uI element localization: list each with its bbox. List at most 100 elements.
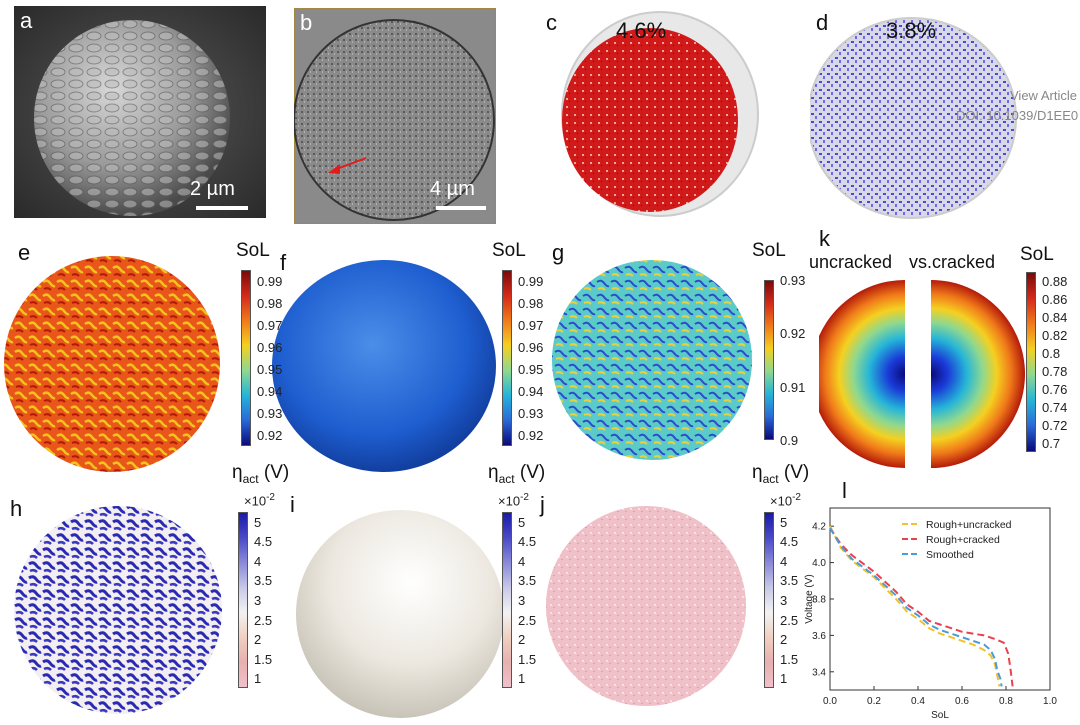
x-tick-label: 0.0 xyxy=(823,696,837,707)
colorbar-tick-f: 0.98 xyxy=(518,296,544,311)
series-line-rough-uncracked xyxy=(829,525,1001,687)
colorbar-tick-k: 0.7 xyxy=(1042,436,1061,451)
colorbar-tick-h: 5 xyxy=(254,514,262,530)
y-axis-label: Voltage (V) xyxy=(804,574,815,623)
colorbar-title-e: SoL xyxy=(236,240,270,261)
y-tick-label: 4.0 xyxy=(812,558,826,569)
legend-label: Rough+cracked xyxy=(926,534,1000,546)
colorbar-tick-e: 0.92 xyxy=(257,428,283,443)
panel-d: d 3.8% View Article DOI: 10.1039/D1EE0 xyxy=(807,8,1080,222)
colorbar-tick-k: 0.8 xyxy=(1042,346,1061,361)
panel-label-j: j xyxy=(540,492,545,517)
colorbar-gradient-j xyxy=(764,512,774,688)
panel-label-d: d xyxy=(816,10,829,35)
colorbar-tick-k: 0.86 xyxy=(1042,292,1068,307)
sol-smooth-sphere-image xyxy=(272,260,496,472)
colorbar-gradient-h xyxy=(238,512,248,688)
colorbar-tick-j: 2 xyxy=(780,632,788,648)
exponent-base: ×10 xyxy=(498,493,521,509)
colorbar-tick-k: 0.78 xyxy=(1042,364,1068,379)
colorbar-tick-j: 3.5 xyxy=(780,573,799,589)
x-axis-label: SoL xyxy=(931,710,949,721)
colorbar-tick-j: 4.5 xyxy=(780,534,799,550)
colorbar-tick-k: 0.72 xyxy=(1042,418,1068,433)
colorbar-tick-f: 0.99 xyxy=(518,274,544,289)
colorbar-tick-k: 0.74 xyxy=(1042,400,1068,415)
scale-bar-label-a: 2 µm xyxy=(190,178,235,200)
exponent-power: -2 xyxy=(520,492,529,503)
eta-subscript: act xyxy=(762,471,779,486)
overpotential-smooth-sphere-image xyxy=(296,510,504,718)
panel-label-g: g xyxy=(552,240,565,265)
colorbar-gradient-f xyxy=(502,270,512,446)
y-tick-label: 4.2 xyxy=(812,522,826,533)
colorbar-tick-j: 1 xyxy=(780,671,788,687)
colorbar-tick-f: 0.96 xyxy=(518,340,544,355)
cracked-title: vs.cracked xyxy=(909,252,996,272)
colorbar-tick-e: 0.94 xyxy=(257,384,283,399)
colorbar-gradient-g xyxy=(764,280,774,440)
colorbar-tick-e: 0.96 xyxy=(257,340,283,355)
sol-rough-cracked-sphere-image xyxy=(552,260,752,460)
watermark-doi: DOI: 10.1039/D1EE0 xyxy=(956,108,1079,123)
panel-label-f: f xyxy=(280,250,287,275)
colorbar-tick-k: 0.88 xyxy=(1042,274,1068,289)
exponent-base: ×10 xyxy=(244,493,267,509)
colorbar-tick-i: 3 xyxy=(518,593,526,608)
colorbar-exponent-h: ×10-2 xyxy=(244,492,275,508)
colorbar-exponent-i: ×10-2 xyxy=(498,492,529,508)
panel-i: i xyxy=(290,490,510,720)
eta-unit: (V) xyxy=(514,462,546,483)
colorbar-gradient-i xyxy=(502,512,512,688)
colorbar-tick-j: 3 xyxy=(780,593,788,608)
panel-h: h xyxy=(0,490,240,720)
colorbar-tick-f: 0.93 xyxy=(518,406,544,421)
exponent-power: -2 xyxy=(266,492,275,503)
panel-f: f xyxy=(270,236,510,476)
colorbar-title-g: SoL xyxy=(752,240,786,261)
colorbar-tick-h: 2.5 xyxy=(254,612,273,628)
panel-label-b: b xyxy=(300,10,313,35)
colorbar-tick-e: 0.99 xyxy=(257,274,283,289)
series-line-rough-cracked xyxy=(829,527,1014,687)
eta-unit: (V) xyxy=(778,462,810,483)
colorbar-tick-i: 4 xyxy=(518,553,526,569)
y-tick-label: 3.8 xyxy=(812,595,826,606)
eta-unit: (V) xyxy=(258,462,290,483)
colorbar-tick-h: 3 xyxy=(254,593,262,608)
colorbar-tick-e: 0.95 xyxy=(257,362,283,377)
colorbar-tick-g: 0.9 xyxy=(780,433,799,448)
colorbar-tick-g: 0.91 xyxy=(780,379,806,395)
legend-label: Rough+uncracked xyxy=(926,519,1012,531)
colorbar-tick-f: 0.97 xyxy=(518,318,544,333)
sol-cross-section-comparison-image xyxy=(819,280,1025,468)
colorbar-title-f: SoL xyxy=(492,240,526,261)
exponent-base: ×10 xyxy=(770,493,793,509)
colorbar-tick-i: 4.5 xyxy=(518,534,537,550)
colorbar-tick-g: 0.93 xyxy=(780,273,806,288)
eta-symbol: η xyxy=(488,462,499,483)
x-tick-label: 0.8 xyxy=(999,696,1013,707)
x-tick-label: 0.2 xyxy=(867,696,881,707)
sol-rough-sphere-image xyxy=(4,256,220,472)
uncracked-title: uncracked xyxy=(809,252,893,272)
legend-label: Smoothed xyxy=(926,549,974,561)
colorbar-tick-g: 0.92 xyxy=(780,326,806,342)
colorbar-tick-k: 0.82 xyxy=(1042,328,1068,343)
y-tick-label: 3.6 xyxy=(812,631,826,642)
panel-label-l: l xyxy=(842,478,847,503)
panel-label-k: k xyxy=(819,226,830,251)
overpotential-cracked-sphere-image xyxy=(546,506,746,706)
colorbar-tick-h: 4.5 xyxy=(254,534,273,550)
colorbar-tick-h: 1 xyxy=(254,671,262,687)
eta-subscript: act xyxy=(242,471,259,486)
crack-percent-d: 3.8% xyxy=(886,18,937,43)
crack-percent-c: 4.6% xyxy=(616,18,667,43)
cross-section-image xyxy=(293,7,497,225)
panel-label-e: e xyxy=(18,240,31,265)
colorbar-gradient-k xyxy=(1026,272,1036,452)
colorbar-tick-j: 4 xyxy=(780,553,788,569)
x-tick-label: 1.0 xyxy=(1043,696,1057,707)
panel-label-a: a xyxy=(20,8,33,33)
colorbar-tick-j: 5 xyxy=(780,514,788,530)
